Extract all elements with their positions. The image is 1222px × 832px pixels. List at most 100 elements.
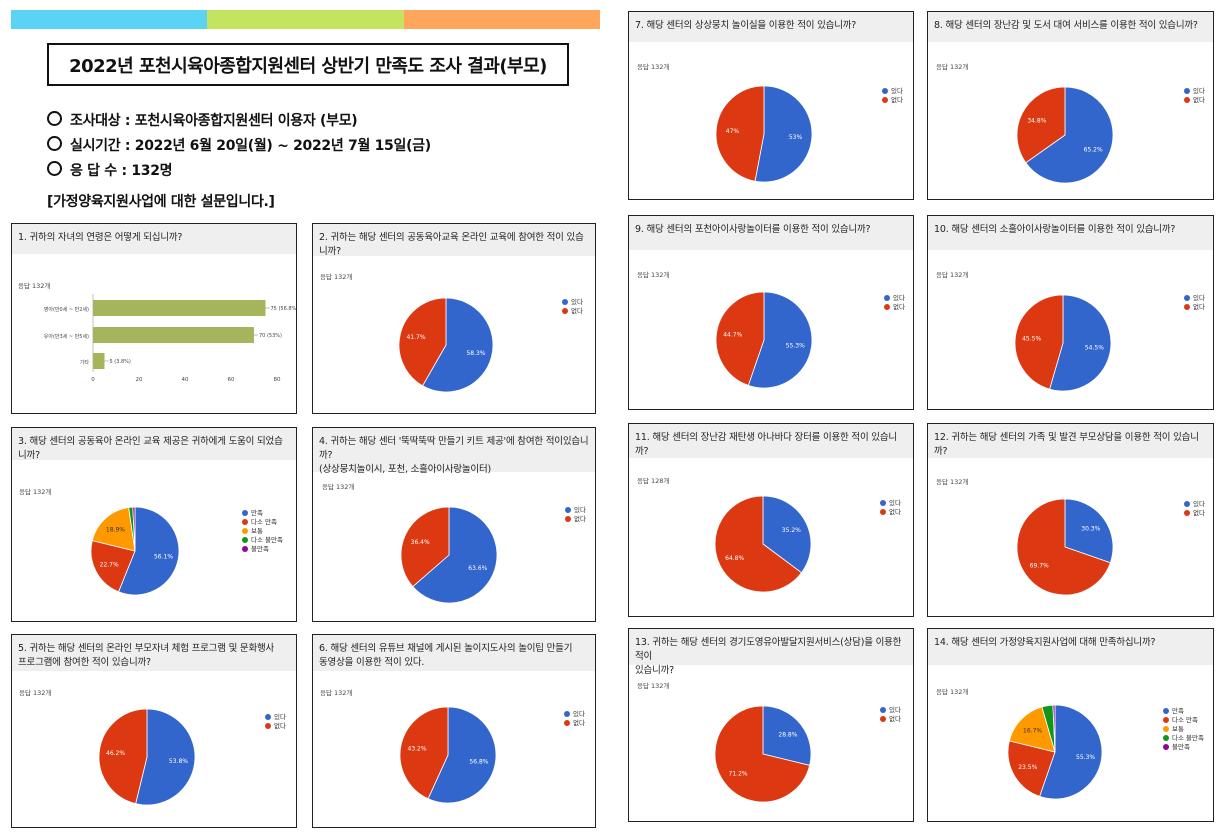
legend: 있다 없다 — [564, 710, 585, 728]
legend-item: 다소 만족 — [242, 518, 283, 527]
stripe-orange — [404, 10, 600, 29]
legend-label: 다소 불만족 — [1172, 734, 1204, 742]
pie-chart-q10: 54.5% 45.5% — [1014, 294, 1112, 392]
pie-slice-1 — [715, 291, 765, 386]
pie-data-label: 69.7% — [1030, 562, 1049, 569]
legend: 있다 없다 — [562, 298, 583, 316]
legend-item: 있다 — [564, 710, 585, 719]
question-title-line: 14. 해당 센터의 가정양육지원사업에 대해 만족하십니까? — [934, 637, 1156, 648]
legend-label: 만족 — [251, 509, 263, 517]
pie-slice-1 — [400, 506, 450, 588]
question-panel-q11: 11. 해당 센터의 장난감 재탄생 아나바다 장터를 이용한 적이 있습니까?… — [628, 423, 914, 617]
question-title: 2. 귀하는 해당 센터의 공동육아교육 온라인 교육에 참여한 적이 있습니까… — [313, 224, 595, 257]
pie-data-label: 22.7% — [100, 561, 119, 568]
circle-bullet-icon — [47, 161, 62, 176]
pie-slice-0 — [422, 297, 494, 393]
pie-slice-0 — [135, 708, 196, 806]
legend-item: 있다 — [565, 506, 586, 515]
question-title: 12. 귀하는 해당 센터의 가족 및 발견 부모상담을 이용한 적이 있습니까… — [928, 424, 1213, 458]
stripe-cyan — [11, 10, 207, 29]
bar-2 — [93, 353, 105, 369]
legend-item: 없다 — [884, 303, 905, 312]
pie-slice-0 — [412, 506, 498, 604]
legend-item: 없다 — [265, 722, 286, 731]
legend-item: 없다 — [1184, 303, 1205, 312]
legend-item: 만족 — [242, 509, 283, 518]
stripe-green — [207, 10, 404, 29]
pie-data-label: 45.5% — [1022, 336, 1041, 343]
legend-dot-icon — [562, 298, 568, 305]
pie-slice-2 — [91, 507, 136, 552]
question-title: 11. 해당 센터의 장난감 재탄생 아나바다 장터를 이용한 적이 있습니까? — [629, 424, 913, 458]
legend: 있다 없다 — [880, 499, 901, 517]
pie-chart-q9: 55.3% 44.7% — [715, 291, 813, 389]
pie-data-label: 18.9% — [106, 527, 125, 534]
bar-1 — [93, 327, 254, 343]
question-title: 7. 해당 센터의 상상뭉치 놀이실을 이용한 적이 있습니까? — [629, 12, 913, 42]
question-title: 1. 귀하의 자녀의 연령은 어떻게 되십니까? — [12, 224, 296, 254]
pie-data-label: 54.5% — [1085, 344, 1104, 351]
legend-label: 보통 — [251, 527, 263, 535]
info-period-text: 실시기간 : 2022년 6월 20일(월) ~ 2022년 7월 15일(금) — [70, 138, 431, 154]
legend: 있다 없다 — [882, 87, 903, 105]
question-panel-q1: 1. 귀하의 자녀의 연령은 어떻게 되십니까? 응답 132개 영아(만0세 ~ … — [11, 223, 297, 414]
legend-dot-icon — [242, 518, 248, 525]
legend-dot-icon — [1163, 743, 1169, 750]
legend-item: 다소 불만족 — [242, 536, 283, 545]
legend-item: 있다 — [1184, 294, 1205, 303]
pie-slice-1 — [714, 495, 803, 593]
response-count: 응답 132개 — [936, 478, 969, 486]
pie-slice-2 — [1008, 706, 1056, 753]
response-count: 응답 132개 — [322, 483, 355, 491]
legend-label: 있다 — [1193, 294, 1205, 302]
question-title-line: 1. 귀하의 자녀의 연령은 어떻게 되십니까? — [18, 232, 183, 243]
legend-item: 있다 — [1184, 500, 1205, 509]
question-title: 14. 해당 센터의 가정양육지원사업에 대해 만족하십니까? — [928, 629, 1213, 665]
legend-dot-icon — [880, 499, 886, 506]
question-title-line: 8. 해당 센터의 장난감 및 도서 대여 서비스를 이용한 적이 있습니까? — [934, 20, 1198, 31]
legend-dot-icon — [265, 713, 271, 720]
legend-label: 다소 만족 — [1172, 716, 1198, 724]
legend-item: 없다 — [880, 715, 901, 724]
response-count: 응답 132개 — [320, 689, 353, 697]
legend-label: 있다 — [893, 294, 905, 302]
legend-label: 없다 — [571, 307, 583, 315]
legend: 있다 없다 — [1184, 87, 1205, 105]
pie-chart-q5: 53.8% 46.2% — [98, 708, 196, 806]
response-count: 응답 132개 — [18, 282, 51, 290]
question-panel-q10: 10. 해당 센터의 소흘아이사랑놀이터를 이용한 적이 있습니까? 응답 132… — [927, 215, 1214, 410]
circle-bullet-icon — [47, 111, 62, 126]
legend-label: 불만족 — [251, 545, 269, 553]
question-title: 3. 해당 센터의 공동육아 온라인 교육 제공은 귀하에게 도움이 되었습니까… — [12, 428, 296, 461]
pie-data-label: 43.2% — [408, 745, 427, 752]
pie-slice-0 — [754, 85, 813, 183]
legend-dot-icon — [1163, 725, 1169, 732]
bar-chart-q1: 영아(만0세 ~ 만2세) 75 (56.8%) 유아(만3세 ~ 만5세) 70 (… — [44, 294, 297, 383]
legend-item: 없다 — [1184, 509, 1205, 518]
pie-chart-q8: 65.2% 34.8% — [1016, 86, 1114, 184]
info-period: 실시기간 : 2022년 6월 20일(월) ~ 2022년 7월 15일(금) — [47, 135, 431, 155]
pie-slice-4 — [132, 506, 136, 552]
legend-dot-icon — [882, 87, 888, 94]
question-panel-q9: 9. 해당 센터의 포천아이사랑놀이터를 이용한 적이 있습니까? 응답 132개… — [628, 215, 914, 410]
question-title-line-2: (상상뭉치놀이시, 포천, 소흘아이사랑놀이터) — [319, 464, 492, 475]
legend-label: 있다 — [1193, 87, 1205, 95]
legend-label: 다소 만족 — [251, 518, 277, 526]
legend-dot-icon — [884, 294, 890, 301]
response-count: 응답 132개 — [936, 63, 969, 71]
legend-label: 없다 — [893, 303, 905, 311]
question-panel-q7: 7. 해당 센터의 상상뭉치 놀이실을 이용한 적이 있습니까? 응답 132개 5… — [628, 11, 914, 200]
pie-data-label: 53.8% — [169, 758, 188, 765]
bar-data-label: 75 (56.8%) — [271, 306, 297, 312]
legend-item: 있다 — [562, 298, 583, 307]
legend-dot-icon — [565, 515, 571, 522]
question-title-line: 3. 해당 센터의 공동육아 온라인 교육 제공은 귀하에게 도움이 되었습니까… — [18, 436, 283, 461]
question-title-line: 4. 귀하는 해당 센터 '뚝딱뚝딱 만들기 키트 제공'에 참여한 적이있습니… — [319, 436, 589, 461]
question-panel-q14: 14. 해당 센터의 가정양육지원사업에 대해 만족하십니까? 응답 132개 55… — [927, 628, 1214, 822]
pie-slice-0 — [762, 495, 812, 574]
bar-data-label: 70 (53%) — [259, 333, 282, 339]
legend-dot-icon — [242, 509, 248, 516]
bar-category-label: 유아(만3세 ~ 만5세) — [44, 333, 89, 340]
legend-label: 없다 — [1193, 509, 1205, 517]
legend-item: 만족 — [1163, 707, 1204, 716]
